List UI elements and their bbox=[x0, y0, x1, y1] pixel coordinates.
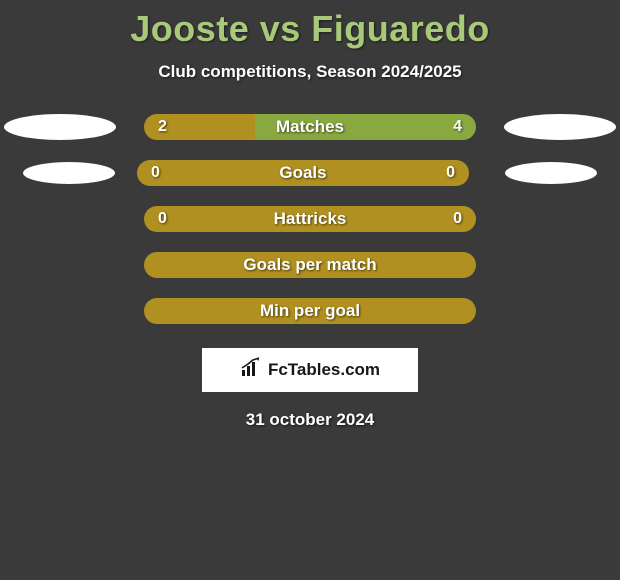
brand-text: FcTables.com bbox=[268, 360, 380, 380]
page-title: Jooste vs Figuaredo bbox=[0, 8, 620, 50]
stat-row: 0 0 Goals bbox=[0, 160, 620, 186]
stat-rows: 2 4 Matches 0 0 Goals 0 0 Hattricks Goals per mat… bbox=[0, 114, 620, 324]
stat-bar: 0 0 Goals bbox=[137, 160, 469, 186]
stat-label: Goals per match bbox=[243, 255, 376, 275]
player-oval-right bbox=[505, 162, 597, 184]
stat-value-right: 0 bbox=[453, 210, 462, 228]
subtitle: Club competitions, Season 2024/2025 bbox=[0, 62, 620, 82]
stat-row: Min per goal bbox=[0, 298, 620, 324]
stat-label: Min per goal bbox=[260, 301, 360, 321]
date-text: 31 october 2024 bbox=[0, 410, 620, 430]
stat-bar: 2 4 Matches bbox=[144, 114, 476, 140]
stat-row: Goals per match bbox=[0, 252, 620, 278]
stat-value-right: 4 bbox=[453, 118, 462, 136]
stat-value-right: 0 bbox=[446, 164, 455, 182]
stat-value-left: 0 bbox=[158, 210, 167, 228]
stat-row: 2 4 Matches bbox=[0, 114, 620, 140]
player-oval-left bbox=[4, 114, 116, 140]
stat-value-left: 0 bbox=[151, 164, 160, 182]
stat-bar: 0 0 Hattricks bbox=[144, 206, 476, 232]
stat-bar: Goals per match bbox=[144, 252, 476, 278]
stats-card: Jooste vs Figuaredo Club competitions, S… bbox=[0, 0, 620, 430]
brand-box[interactable]: FcTables.com bbox=[202, 348, 418, 392]
stat-value-left: 2 bbox=[158, 118, 167, 136]
stat-row: 0 0 Hattricks bbox=[0, 206, 620, 232]
chart-icon bbox=[240, 357, 262, 384]
stat-label: Hattricks bbox=[274, 209, 347, 229]
stat-label: Matches bbox=[276, 117, 344, 137]
player-oval-left bbox=[23, 162, 115, 184]
stat-bar: Min per goal bbox=[144, 298, 476, 324]
player-oval-right bbox=[504, 114, 616, 140]
stat-label: Goals bbox=[279, 163, 326, 183]
